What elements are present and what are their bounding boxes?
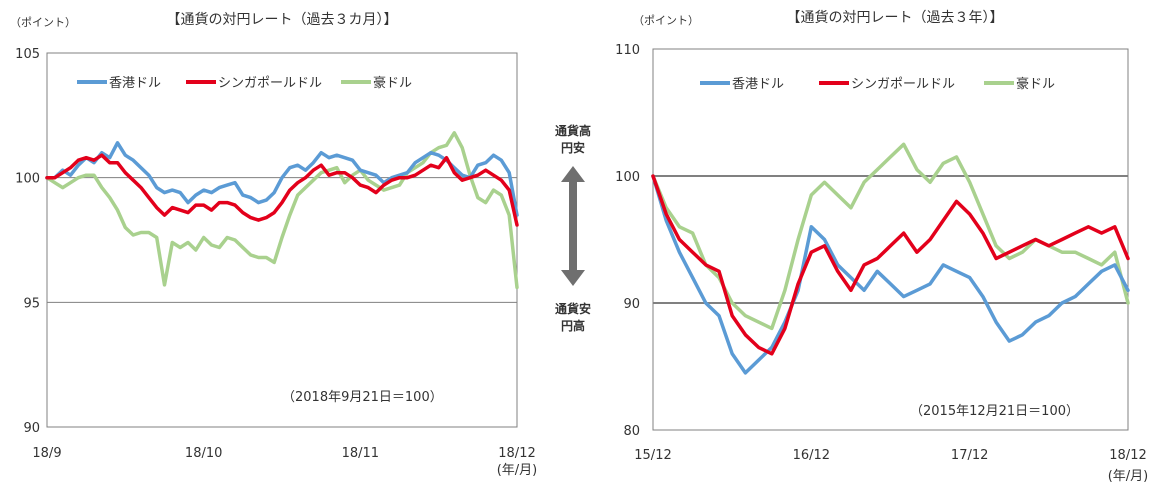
arrow-top-line1: 通貨高: [555, 123, 591, 138]
arrow-bottom-line2: 円高: [561, 318, 585, 333]
left-y-tick-label: 90: [23, 421, 40, 436]
left-x-tick-label: 18/9: [32, 446, 61, 461]
legend-label-sg: シンガポールドル: [851, 77, 955, 92]
right-chart: （ポイント） 【通貨の対円レート（過去３年）】 80 90 100 110 15/12…: [615, 9, 1148, 484]
legend-label-au: 豪ドル: [1016, 76, 1055, 92]
arrow-head-down: [561, 270, 585, 286]
left-x-tick-label: 18/11: [342, 446, 379, 461]
right-y-tick-label: 100: [615, 170, 640, 185]
left-x-tick-label: 18/12: [498, 446, 535, 461]
left-x-tick-label: 18/10: [185, 446, 222, 461]
left-y-tick-label: 105: [15, 47, 40, 62]
legend-label-hk: 香港ドル: [109, 76, 161, 91]
right-series-sg-line: [651, 174, 1130, 356]
right-base-note: （2015年12月21日＝100）: [910, 404, 1079, 419]
left-y-tick-label: 95: [23, 296, 40, 311]
left-y-tick-label: 100: [15, 172, 40, 187]
right-x-tick-label: 18/12: [1109, 448, 1146, 463]
left-base-note: （2018年9月21日＝100）: [282, 390, 443, 405]
left-x-unit: (年/月): [497, 463, 538, 478]
arrow-shaft: [569, 180, 577, 272]
right-series-au-line: [651, 142, 1130, 331]
right-plot-frame: [652, 48, 1129, 431]
right-unit-label: （ポイント）: [633, 14, 699, 27]
right-legend: 香港ドル シンガポールドル 豪ドル: [700, 76, 1055, 92]
arrow-head-up: [561, 166, 585, 182]
right-y-tick-label: 90: [623, 297, 640, 312]
right-x-tick-label: 17/12: [951, 448, 988, 463]
right-y-tick-label: 110: [615, 43, 640, 58]
legend-label-hk: 香港ドル: [732, 77, 784, 92]
arrow-bottom-line1: 通貨安: [555, 301, 591, 316]
right-x-tick-label: 16/12: [793, 448, 830, 463]
legend-label-au: 豪ドル: [373, 75, 412, 91]
left-chart-title: 【通貨の対円レート（過去３カ月）】: [167, 11, 398, 28]
left-series-sg-line: [45, 153, 519, 227]
center-arrow: 通貨高 円安 通貨安 円高: [555, 123, 591, 333]
left-legend: 香港ドル シンガポールドル 豪ドル: [77, 75, 412, 91]
legend-label-sg: シンガポールドル: [218, 76, 322, 91]
right-x-unit: (年/月): [1108, 469, 1149, 484]
left-series-hk-line: [45, 141, 519, 217]
left-plot-frame: [46, 52, 518, 428]
right-y-tick-label: 80: [623, 424, 640, 439]
arrow-top-line2: 円安: [561, 140, 585, 155]
right-chart-title: 【通貨の対円レート（過去３年）】: [787, 9, 1004, 26]
right-x-tick-label: 15/12: [634, 448, 671, 463]
left-series-au-line: [45, 131, 519, 290]
left-unit-label: （ポイント）: [10, 16, 76, 29]
left-chart: （ポイント） 【通貨の対円レート（過去３カ月）】 90 95 100 105 18/9…: [10, 11, 537, 478]
right-series-hk-line: [651, 174, 1130, 375]
